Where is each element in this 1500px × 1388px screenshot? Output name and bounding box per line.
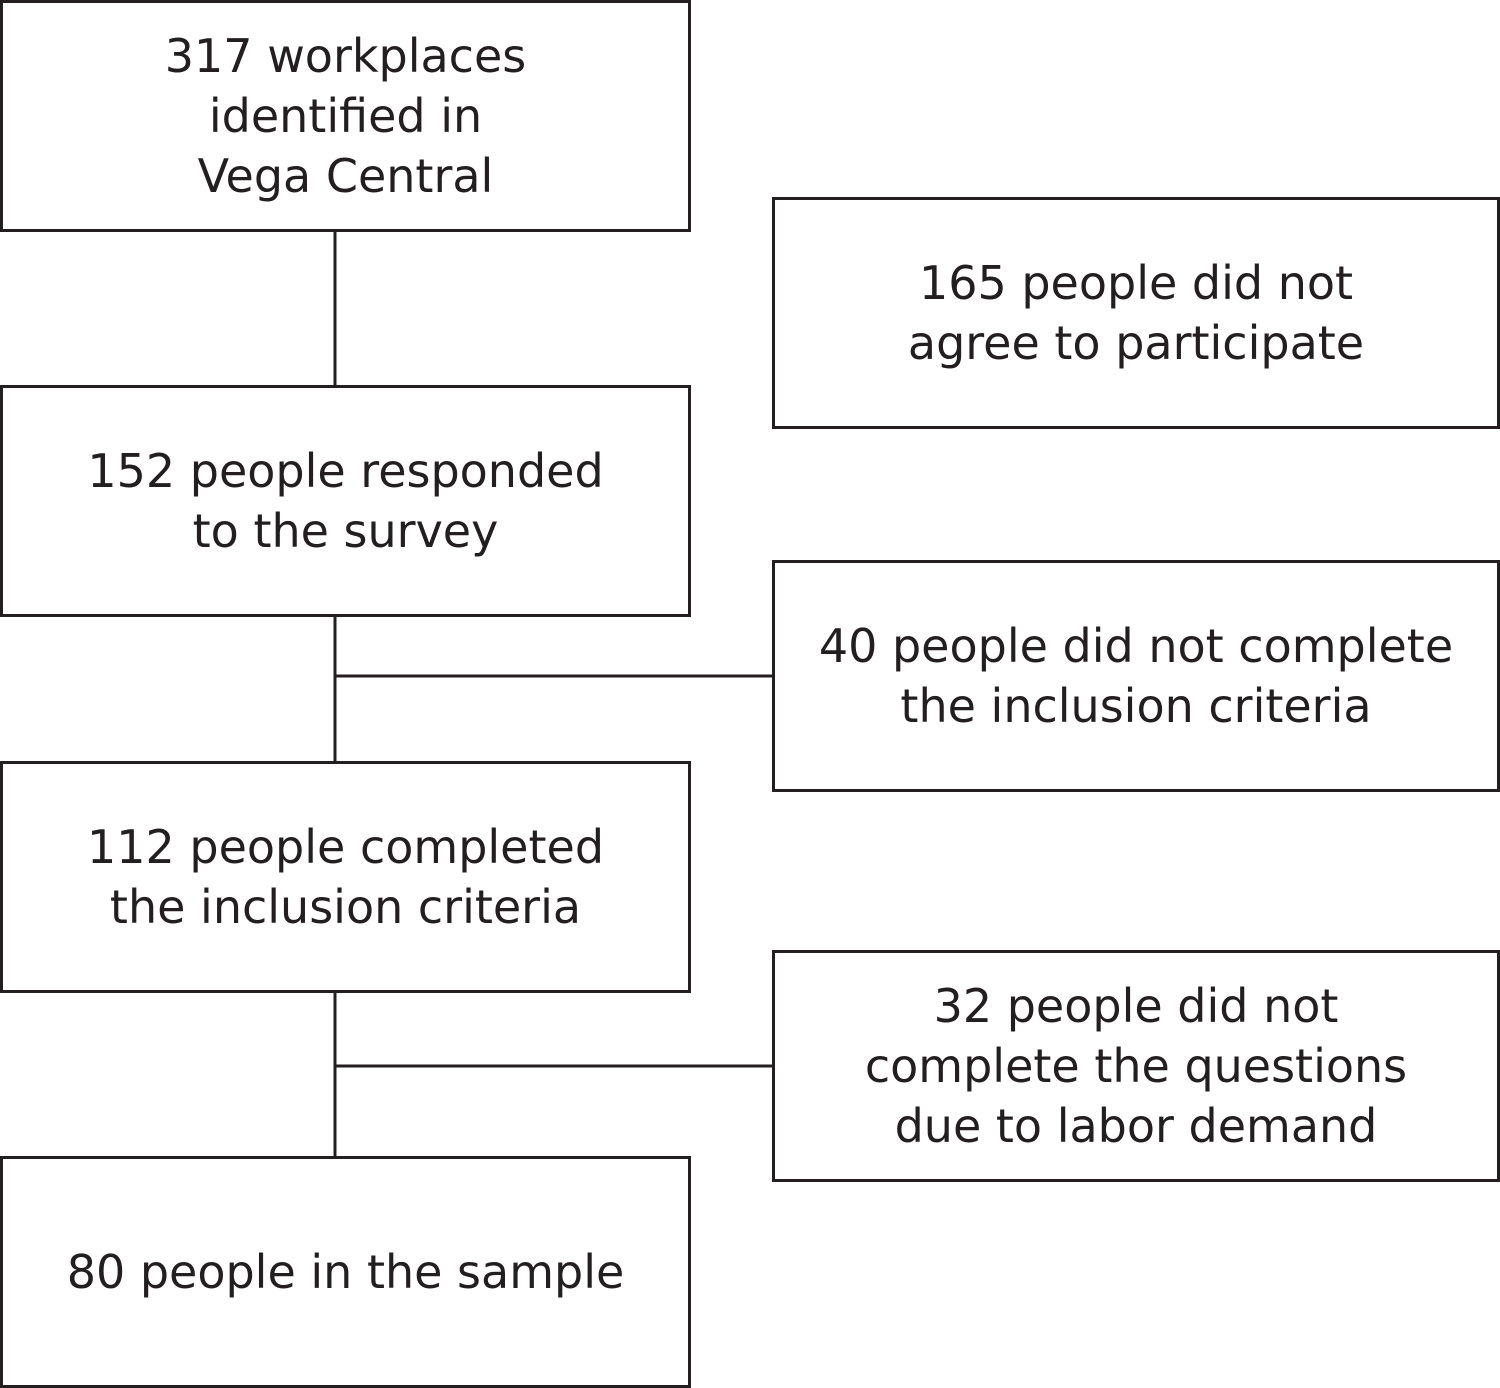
box-text-line: complete the questions — [864, 1039, 1408, 1093]
box-text-line: Vega Central — [197, 149, 494, 203]
box-did-not-complete-questions: 32 people did not complete the questions… — [772, 950, 1500, 1182]
box-text-line: 32 people did not — [933, 979, 1339, 1033]
box-text-line: identified in — [208, 89, 483, 143]
box-text-line: 152 people responded — [87, 444, 604, 498]
box-people-in-sample: 80 people in the sample — [0, 1156, 691, 1388]
box-people-completed-criteria: 112 people completed the inclusion crite… — [0, 761, 691, 993]
box-did-not-complete-criteria: 40 people did not complete the inclusion… — [772, 560, 1500, 792]
box-text-line: to the survey — [192, 504, 499, 558]
box-text-line: 40 people did not complete — [818, 619, 1454, 673]
box-text-line: due to labor demand — [894, 1099, 1378, 1153]
box-workplaces-identified: 317 workplaces identified in Vega Centra… — [0, 0, 691, 232]
box-did-not-agree: 165 people did not agree to participate — [772, 197, 1500, 429]
box-text-line: 317 workplaces — [164, 29, 527, 83]
box-text-line: 112 people completed — [86, 820, 605, 874]
box-text-line: the inclusion criteria — [109, 880, 582, 934]
box-text-line: the inclusion criteria — [900, 679, 1372, 733]
box-people-responded: 152 people responded to the survey — [0, 385, 691, 617]
box-text-line: agree to participate — [907, 316, 1365, 370]
box-text-line: 165 people did not — [918, 256, 1354, 310]
box-text-line: 80 people in the sample — [66, 1245, 625, 1299]
